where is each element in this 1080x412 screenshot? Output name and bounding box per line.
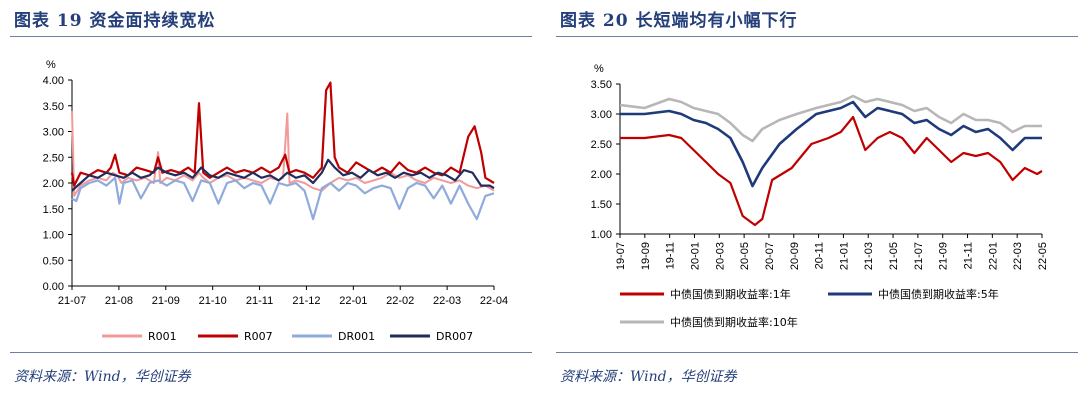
x-tick-label: 20-05 bbox=[739, 242, 751, 270]
x-tick-label: 22-03 bbox=[1012, 242, 1024, 270]
x-tick-label: 20-03 bbox=[714, 242, 726, 270]
y-tick-label: 0.50 bbox=[43, 255, 64, 267]
legend-label: DR007 bbox=[436, 330, 473, 343]
x-tick-label: 21-07 bbox=[58, 295, 86, 307]
title-rule bbox=[556, 36, 1078, 37]
x-tick-label: 20-01 bbox=[689, 242, 701, 270]
x-tick-label: 22-01 bbox=[339, 295, 367, 307]
legend-label: R007 bbox=[244, 330, 273, 343]
y-axis-unit: % bbox=[594, 63, 604, 75]
series-line-中债国债到期收益率:1年 bbox=[620, 115, 1043, 227]
series-line-DR001 bbox=[71, 176, 495, 221]
x-tick-label: 22-02 bbox=[386, 295, 414, 307]
y-tick-label: 1.00 bbox=[43, 230, 64, 242]
x-tick-label: 22-04 bbox=[480, 295, 508, 307]
y-axis-unit: % bbox=[46, 59, 56, 71]
legend-label: R001 bbox=[148, 330, 177, 343]
y-tick-label: 2.00 bbox=[591, 169, 612, 181]
x-tick-label: 20-11 bbox=[814, 242, 826, 269]
x-tick-label: 21-01 bbox=[838, 242, 850, 270]
x-tick-label: 20-09 bbox=[789, 242, 801, 270]
x-tick-label: 22-05 bbox=[1037, 242, 1049, 270]
series-line-DR007 bbox=[71, 158, 495, 192]
x-tick-label: 21-10 bbox=[199, 295, 227, 307]
x-tick-label: 21-11 bbox=[246, 295, 273, 307]
chart-title: 图表 20 长短端均有小幅下行 bbox=[560, 11, 798, 31]
title-rule bbox=[10, 36, 532, 37]
y-tick-label: 1.50 bbox=[43, 204, 64, 216]
funding-rate-chart: % 4.00 3.50 3.00 2.50 2.00 1.50 1.00 0.50 0.00 21-… bbox=[43, 59, 508, 343]
x-tick-label: 21-05 bbox=[888, 242, 900, 270]
x-tick-label: 21-07 bbox=[913, 242, 925, 270]
x-tick-label: 22-01 bbox=[987, 242, 999, 270]
source-rule bbox=[556, 352, 1078, 353]
chart-source: 资料来源：Wind，华创证券 bbox=[14, 369, 191, 385]
source-rule bbox=[10, 352, 532, 353]
y-tick-label: 1.00 bbox=[591, 229, 612, 241]
legend-label: 中债国债到期收益率:1年 bbox=[670, 287, 791, 301]
x-tick-label: 20-07 bbox=[764, 242, 776, 270]
legend-label: 中债国债到期收益率:5年 bbox=[878, 287, 999, 301]
y-tick-label: 2.00 bbox=[43, 178, 64, 190]
x-tick-label: 21-08 bbox=[105, 295, 133, 307]
y-tick-label: 0.00 bbox=[43, 281, 64, 293]
x-tick-label: 21-03 bbox=[863, 242, 875, 270]
y-tick-label: 3.00 bbox=[43, 127, 64, 139]
y-tick-label: 3.00 bbox=[591, 109, 612, 121]
series-line-R007 bbox=[70, 81, 495, 187]
x-tick-label: 21-11 bbox=[963, 242, 975, 269]
y-tick-label: 3.50 bbox=[43, 101, 64, 113]
x-tick-label: 19-09 bbox=[640, 242, 652, 270]
x-tick-label: 21-09 bbox=[938, 242, 950, 270]
series-line-中债国债到期收益率:5年 bbox=[620, 100, 1042, 188]
legend-label: 中债国债到期收益率:10年 bbox=[670, 315, 798, 329]
y-tick-label: 2.50 bbox=[43, 152, 64, 164]
x-tick-label: 21-12 bbox=[292, 295, 320, 307]
x-tick-label: 19-11 bbox=[665, 242, 677, 269]
x-tick-label: 19-07 bbox=[615, 242, 627, 270]
y-tick-label: 4.00 bbox=[43, 75, 64, 87]
y-tick-label: 1.50 bbox=[591, 199, 612, 211]
y-tick-label: 3.50 bbox=[591, 79, 612, 91]
chart-source: 资料来源：Wind，华创证券 bbox=[560, 369, 737, 385]
chart-title: 图表 19 资金面持续宽松 bbox=[14, 11, 216, 31]
chart-panel-funding: 图表 19 资金面持续宽松 % 4.00 3.50 3.00 2.50 2.00 1.50 1… bbox=[10, 0, 532, 412]
legend-label: DR001 bbox=[338, 330, 375, 343]
series-line-R001 bbox=[71, 110, 495, 197]
x-tick-label: 22-03 bbox=[433, 295, 461, 307]
x-tick-label: 21-09 bbox=[152, 295, 180, 307]
chart-panel-yields: 图表 20 长短端均有小幅下行 % 3.50 3.00 2.50 2.00 1.50 1.0… bbox=[556, 0, 1078, 412]
y-tick-label: 2.50 bbox=[591, 139, 612, 151]
series-line-中债国债到期收益率:10年 bbox=[619, 94, 1042, 143]
